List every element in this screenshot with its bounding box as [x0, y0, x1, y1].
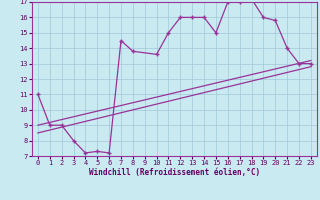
X-axis label: Windchill (Refroidissement éolien,°C): Windchill (Refroidissement éolien,°C) — [89, 168, 260, 177]
